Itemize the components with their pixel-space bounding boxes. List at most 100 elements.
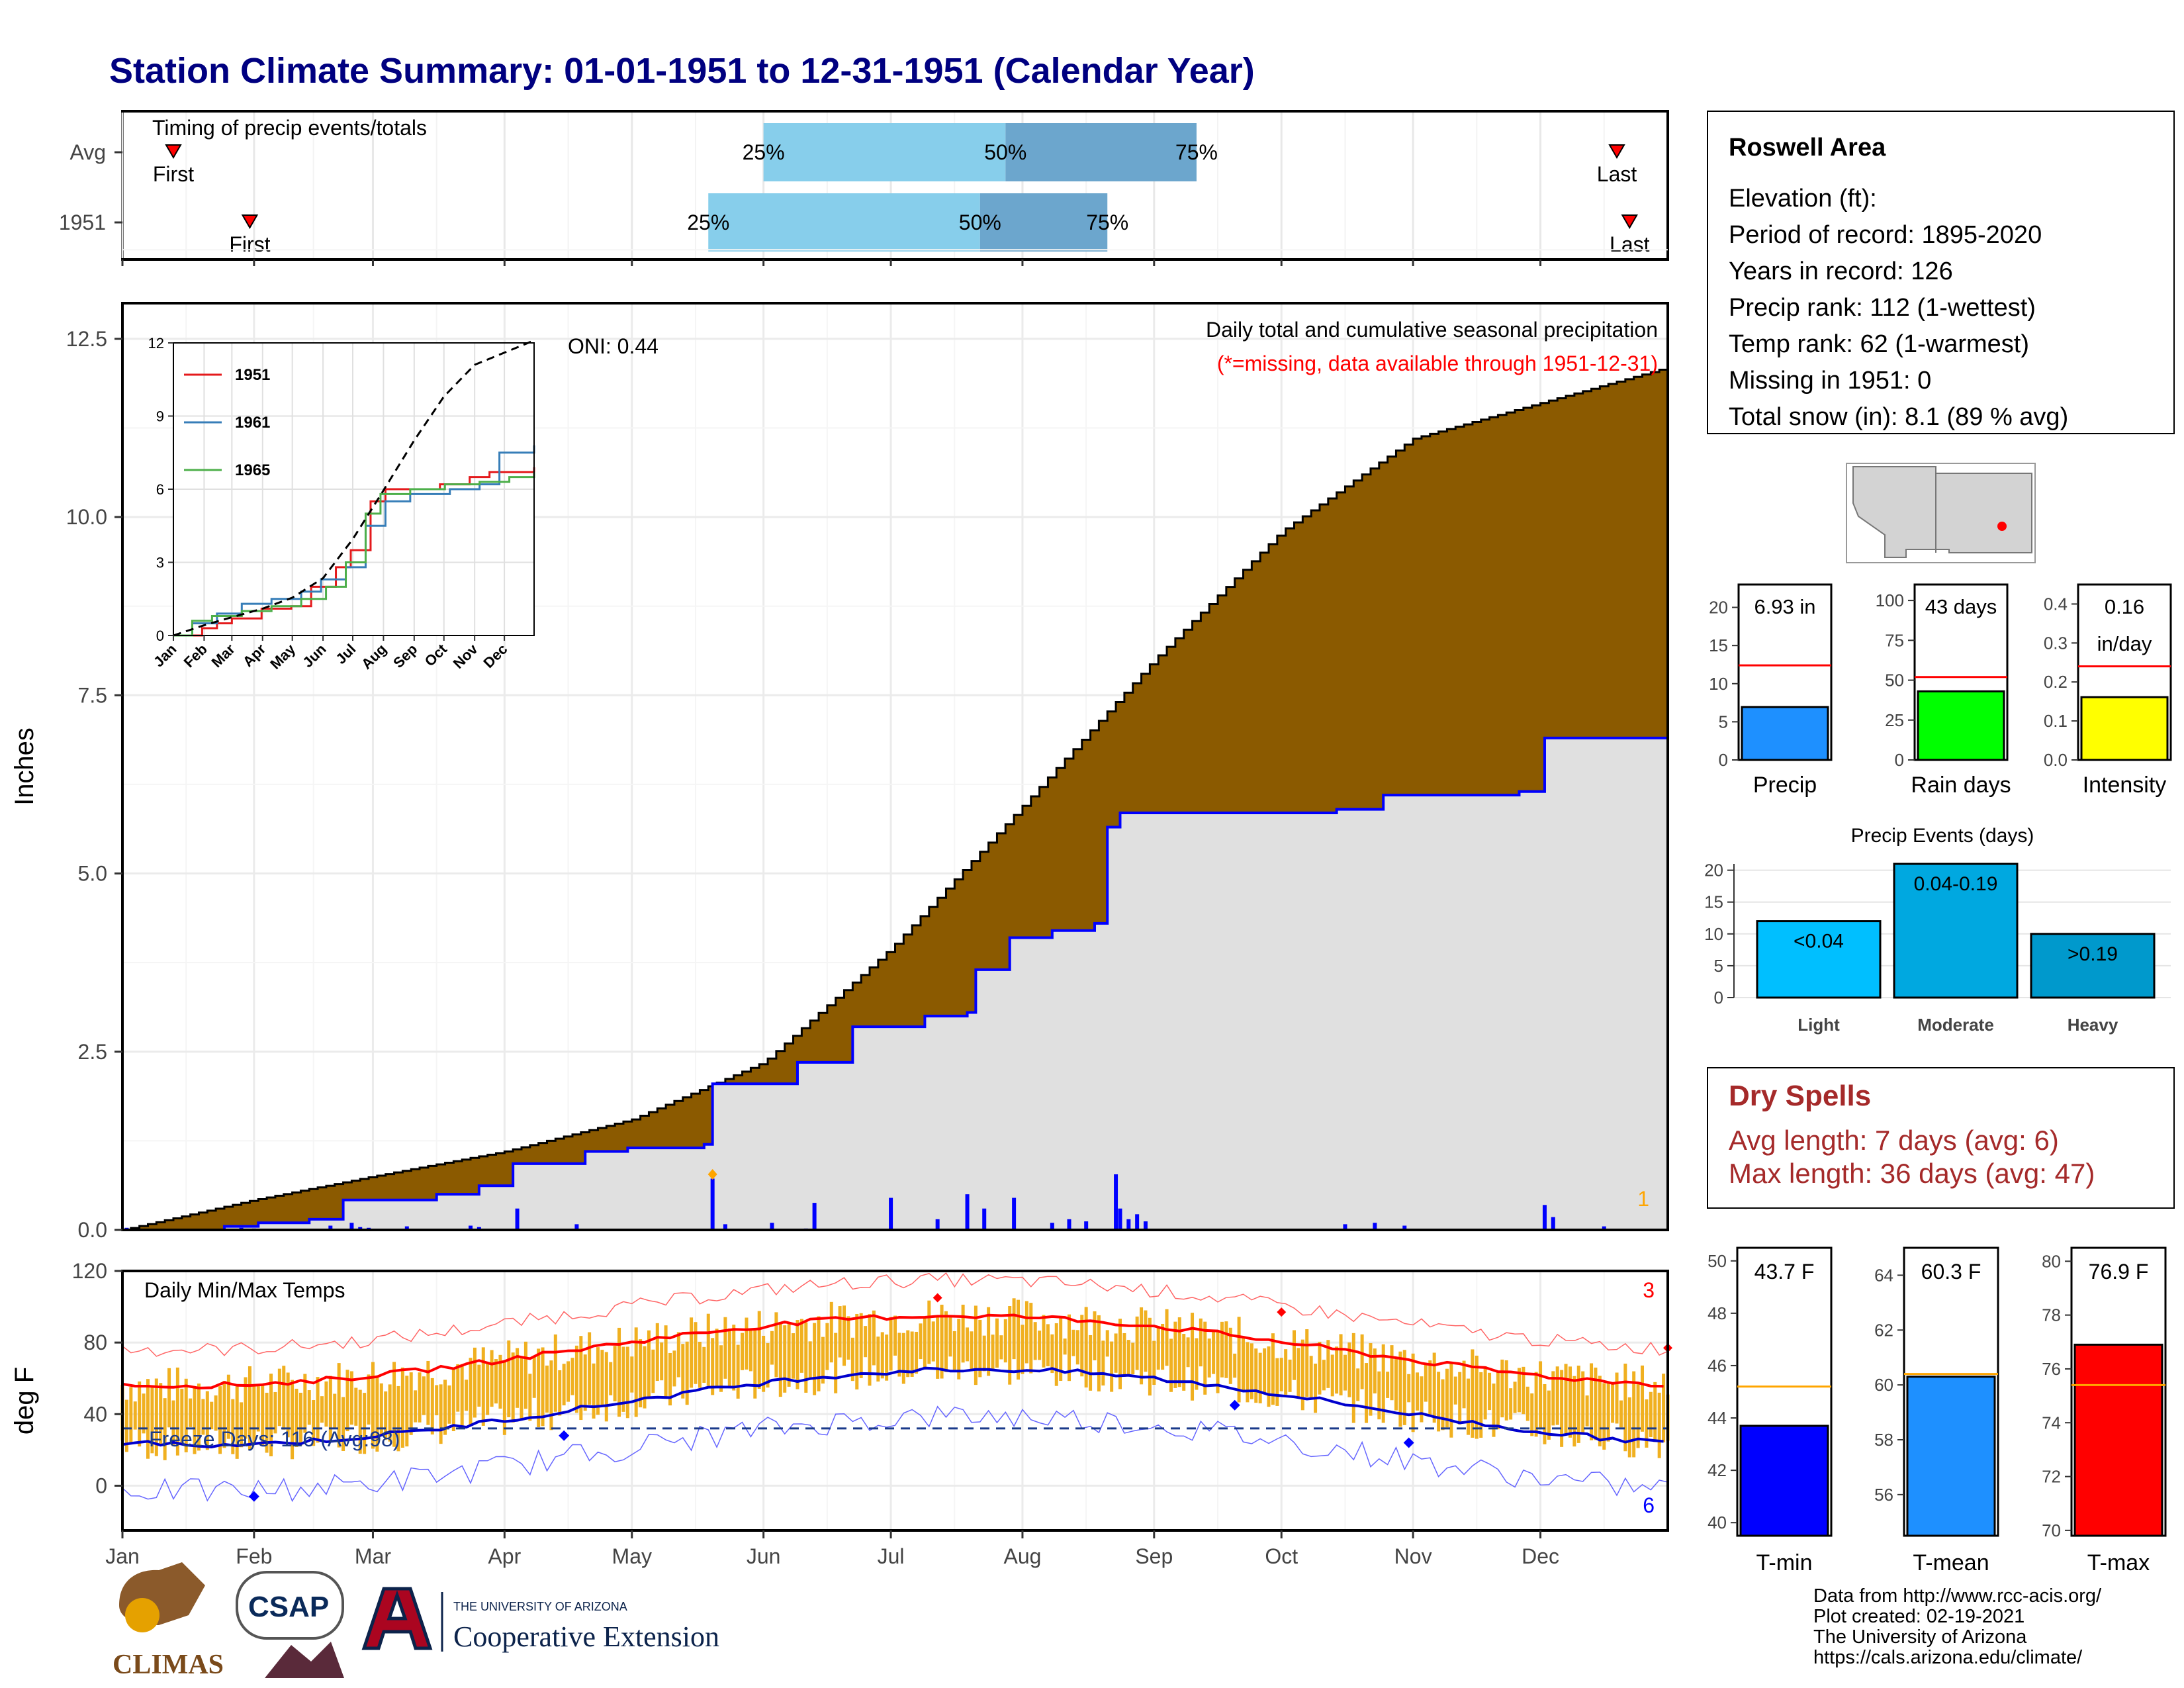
freeze-days-label: Freeze Days: 116 (Avg:98) xyxy=(149,1427,400,1451)
temp-daily-bar-312 xyxy=(1441,1379,1445,1430)
temp-daily-bar-305 xyxy=(1411,1353,1415,1432)
precip-y-tick-label-4: 10.0 xyxy=(66,505,107,529)
events-category-light: Light xyxy=(1797,1015,1840,1035)
temp-daily-bar-360 xyxy=(1645,1399,1649,1448)
temp-daily-bar-174 xyxy=(855,1313,859,1390)
temp-daily-bar-176 xyxy=(864,1326,868,1358)
temp-daily-bar-332 xyxy=(1525,1386,1529,1421)
temp-daily-bar-67 xyxy=(400,1367,404,1448)
temp-daily-bar-85 xyxy=(477,1364,481,1407)
temp-daily-bar-276 xyxy=(1288,1359,1292,1392)
temp-daily-bar-6 xyxy=(142,1393,146,1434)
timing-p75-label-1: 75% xyxy=(1086,211,1128,234)
temp-daily-bar-116 xyxy=(609,1362,613,1395)
temp-daily-bar-215 xyxy=(1029,1303,1033,1374)
mini-chart-tick-label-intensity-2: 0.2 xyxy=(2044,672,2068,692)
temp-daily-bar-164 xyxy=(813,1323,817,1395)
events-tick-label-0: 0 xyxy=(1714,988,1723,1008)
precip-events-chart: Precip Events (days) 05101520<0.04Light0… xyxy=(1704,825,2171,1035)
temp-daily-bar-357 xyxy=(1632,1371,1636,1458)
temp-daily-bar-277 xyxy=(1292,1330,1296,1380)
temp-daily-bar-323 xyxy=(1488,1372,1492,1411)
temp-daily-bar-271 xyxy=(1267,1346,1271,1407)
temp-daily-bar-204 xyxy=(982,1335,986,1372)
precip-daily-bar-33 xyxy=(1542,1205,1547,1230)
temp-daily-bar-106 xyxy=(567,1361,570,1402)
month-label-oct: Oct xyxy=(1265,1544,1298,1568)
inset-series-line-1965 xyxy=(173,472,535,637)
precip-daily-bar-7 xyxy=(404,1226,409,1230)
mini-chart-precip: 0 5 10 15 20 6.93 in Precip xyxy=(1709,583,1833,798)
temp-daily-bar-69 xyxy=(409,1372,413,1435)
temp-daily-bar-39 xyxy=(282,1366,286,1430)
temp-panel: Daily Min/Max Temps Freeze Days: 116 (Av… xyxy=(10,1259,1672,1568)
temp-daily-bar-223 xyxy=(1063,1338,1067,1355)
temp-record-low-marker-0 xyxy=(248,1491,259,1502)
temp-daily-bar-330 xyxy=(1517,1368,1521,1413)
precip-panel: Daily total and cumulative seasonal prec… xyxy=(10,249,1669,1242)
temp-daily-bar-132 xyxy=(676,1332,680,1378)
footer: CLIMAS CSAP THE UNIVERSITY OF ARIZONA Co… xyxy=(113,1562,2102,1680)
temp-daily-bar-290 xyxy=(1347,1342,1351,1397)
precip-corner-count: 1 xyxy=(1637,1187,1649,1211)
precip-1951-cumulative-line xyxy=(122,735,1669,1231)
temp-daily-bar-175 xyxy=(859,1313,863,1378)
temp-daily-bar-60 xyxy=(371,1362,375,1449)
temp-daily-bar-211 xyxy=(1012,1298,1016,1360)
temp-daily-bar-146 xyxy=(736,1344,740,1399)
temp-daily-bar-173 xyxy=(850,1337,854,1382)
temp-daily-bar-286 xyxy=(1330,1354,1334,1397)
temp-daily-bar-126 xyxy=(651,1349,655,1393)
temp-daily-bar-263 xyxy=(1233,1353,1237,1378)
temp-avg-min-line xyxy=(122,1366,1664,1448)
timing-p50-label-0: 50% xyxy=(984,140,1026,164)
temp-daily-bar-167 xyxy=(825,1323,829,1370)
temp-daily-bar-47 xyxy=(316,1377,320,1443)
month-label-feb: Feb xyxy=(236,1544,272,1568)
temp-daily-bar-35 xyxy=(265,1392,269,1453)
temp-daily-bar-93 xyxy=(511,1352,515,1423)
temp-daily-bar-341 xyxy=(1564,1364,1568,1434)
temp-daily-bar-97 xyxy=(528,1374,532,1421)
temp-daily-bar-100 xyxy=(541,1347,545,1427)
temp-chart-value-tmax: 76.9 F xyxy=(2089,1260,2149,1284)
temp-daily-bar-109 xyxy=(579,1336,583,1421)
temp-daily-bar-209 xyxy=(1003,1319,1007,1363)
temp-daily-bar-353 xyxy=(1615,1372,1619,1424)
temp-daily-bar-258 xyxy=(1212,1331,1216,1374)
temp-daily-bar-216 xyxy=(1033,1322,1037,1360)
temp-daily-bar-151 xyxy=(757,1311,761,1389)
timing-p25-label-0: 25% xyxy=(743,140,785,164)
temp-chart-tmax: 70 72 74 76 78 80 76.9 F T-max xyxy=(2042,1246,2167,1575)
temp-daily-bar-329 xyxy=(1513,1382,1517,1413)
temp-daily-bar-352 xyxy=(1611,1382,1615,1423)
timing-row-label-0: Avg xyxy=(69,140,106,164)
temp-daily-bar-76 xyxy=(439,1384,443,1444)
temp-daily-bar-182 xyxy=(889,1317,893,1371)
temp-daily-bar-344 xyxy=(1576,1366,1580,1443)
temp-daily-bar-114 xyxy=(600,1350,604,1405)
temp-daily-bar-110 xyxy=(583,1354,587,1411)
temp-daily-bar-178 xyxy=(872,1310,876,1366)
footer-line-plot-date: Plot created: 02-19-2021 xyxy=(1813,1606,2025,1627)
temp-daily-bar-316 xyxy=(1458,1372,1462,1425)
events-bar-label-moderate: 0.04-0.19 xyxy=(1914,873,1998,895)
precip-panel-subtitle: (*=missing, data available through 1951-… xyxy=(1217,352,1658,375)
footer-line-data-source: Data from http://www.rcc-acis.org/ xyxy=(1813,1585,2102,1607)
precip-daily-bar-32 xyxy=(1402,1225,1407,1230)
temp-daily-bar-274 xyxy=(1279,1358,1283,1391)
temp-daily-bar-260 xyxy=(1220,1321,1224,1378)
temp-daily-bar-281 xyxy=(1309,1356,1313,1400)
temp-chart-label-tmax: T-max xyxy=(2087,1550,2150,1575)
month-label-jan: Jan xyxy=(105,1544,140,1568)
footer-line-url: https://cals.arizona.edu/climate/ xyxy=(1813,1647,2083,1668)
temp-daily-bar-74 xyxy=(430,1378,434,1435)
temp-daily-bar-159 xyxy=(792,1333,796,1379)
inset-y-tick-label-4: 12 xyxy=(148,335,164,352)
temp-daily-bar-31 xyxy=(248,1366,251,1450)
info-line-missing: Missing in 1951: 0 xyxy=(1729,367,1931,395)
temp-daily-bar-10 xyxy=(159,1383,163,1445)
mini-chart-tick-label-precip-2: 10 xyxy=(1709,674,1728,694)
temp-chart-tick-label-tmin-1: 42 xyxy=(1707,1460,1727,1480)
temp-daily-bar-92 xyxy=(507,1340,511,1417)
